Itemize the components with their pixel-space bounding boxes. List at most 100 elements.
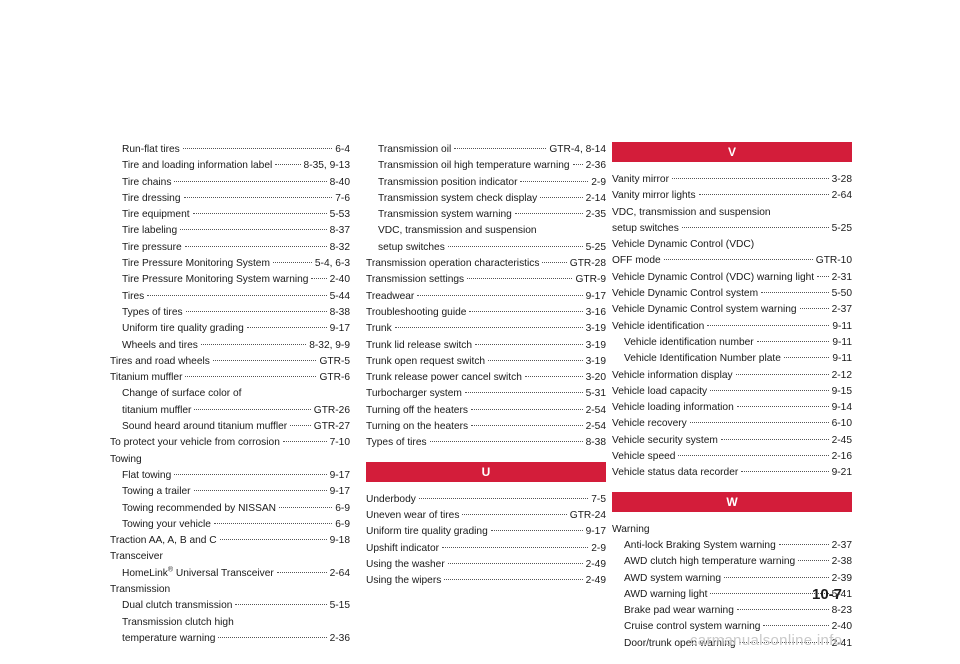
index-heading-line: Warning [612, 523, 650, 535]
index-entry-page: 6-9 [335, 502, 350, 514]
index-entry-page: 2-64 [831, 190, 852, 202]
dot-leader [454, 148, 547, 149]
dot-leader [279, 506, 333, 508]
index-entry: Vanity mirror 3-28 [612, 172, 852, 188]
dot-leader [218, 636, 327, 638]
dot-leader [572, 164, 583, 166]
index-entry: Cruise control system warning 2-40 [612, 619, 852, 635]
index-entry-label: Types of tires [122, 306, 183, 318]
index-entry: OFF mode GTR-10 [612, 253, 852, 269]
index-entry: setup switches 5-25 [366, 240, 606, 256]
index-entry-page: 6-9 [335, 518, 350, 530]
index-entry-page: 2-54 [585, 421, 606, 433]
index-entry-page: 2-36 [329, 632, 350, 644]
index-entry: Tire dressing 7-6 [110, 191, 350, 207]
dot-leader [462, 513, 567, 515]
index-entry-page: 2-9 [591, 542, 606, 554]
index-heading-line: Change of surface color of [122, 388, 242, 400]
dot-leader [212, 359, 317, 361]
dot-leader [488, 359, 583, 361]
index-entry-page: 8-38 [585, 437, 606, 449]
index-entry-label: AWD clutch high temperature warning [624, 556, 796, 568]
index-entry-page: 5-50 [831, 288, 852, 300]
dot-leader [418, 497, 589, 499]
index-entry-page: 8-23 [831, 605, 852, 617]
index-entry: Tire Pressure Monitoring System warning 2… [110, 272, 350, 288]
index-entry-page: 2-41 [831, 637, 852, 649]
index-entry-page: 9-17 [585, 290, 606, 302]
index-heading-line: Transmission clutch high [122, 616, 234, 628]
dot-leader [194, 408, 311, 410]
index-entry: Wheels and tires 8-32, 9-9 [110, 338, 350, 354]
index-entry-page: 8-38 [329, 306, 350, 318]
dot-leader [763, 625, 829, 627]
index-entry-label: Traction AA, A, B and C [110, 535, 217, 547]
index-heading-line: Vehicle Dynamic Control (VDC) [612, 239, 755, 251]
index-entry-page: 5-25 [585, 241, 606, 253]
index-heading-line: VDC, transmission and suspension [378, 225, 537, 237]
index-entry-label: Transmission system warning [378, 209, 512, 221]
index-entry: Tire pressure 8-32 [110, 240, 350, 256]
dot-leader [394, 327, 583, 329]
dot-leader [799, 308, 829, 310]
dot-leader [180, 229, 327, 231]
index-entry: temperature warning 2-36 [110, 631, 350, 647]
dot-leader [736, 609, 829, 611]
index-entry-page: GTR-27 [313, 421, 350, 433]
dot-leader [817, 275, 829, 277]
index-entry-label: Vehicle Identification Number plate [624, 353, 781, 365]
section-header-v: V [612, 142, 852, 162]
index-entry: Treadwear 9-17 [366, 289, 606, 305]
dot-leader [681, 226, 829, 228]
index-entry-page: 2-64 [329, 567, 350, 579]
dot-leader [184, 245, 327, 247]
dot-leader [756, 340, 830, 342]
section-header-w: W [612, 491, 852, 512]
dot-leader [311, 278, 327, 280]
index-entry-page: 5-15 [329, 600, 350, 612]
dot-leader [724, 576, 829, 578]
index-entry-label: Troubleshooting guide [366, 306, 467, 318]
index-entry-page: 9-17 [585, 526, 606, 538]
dot-leader [213, 522, 333, 524]
index-entry: Sound heard around titanium muffler GTR-2… [110, 419, 350, 435]
dot-leader [540, 196, 583, 198]
index-entry-label: Tire chains [122, 176, 172, 188]
index-entry-page: GTR-9 [575, 274, 606, 286]
dot-leader [778, 543, 829, 545]
dot-leader [447, 245, 583, 247]
index-column-1: Run-flat tires 6-4 Tire and loading inform… [110, 142, 350, 647]
index-entry-page: 2-9 [591, 176, 606, 188]
index-entry-label: OFF mode [612, 255, 661, 267]
index-entry-label: Vehicle security system [612, 434, 718, 446]
index-entry-label: Anti-lock Braking System warning [624, 539, 776, 551]
index-entry-label: temperature warning [122, 632, 216, 644]
index-entry: Upshift indicator 2-9 [366, 541, 606, 557]
index-entry: Tire Pressure Monitoring System 5-4, 6-3 [110, 256, 350, 272]
index-entry: Uniform tire quality grading 9-17 [110, 321, 350, 337]
index-entry-page: 9-21 [831, 467, 852, 479]
dot-leader [720, 438, 829, 440]
index-entry-label: setup switches [378, 241, 445, 253]
index-entry-label: Vehicle load capacity [612, 385, 708, 397]
index-entry-page: 5-31 [585, 388, 606, 400]
dot-leader [761, 292, 829, 294]
index-entry: Transmission system warning 2-35 [366, 207, 606, 223]
index-entry-label: Transmission oil high temperature warnin… [378, 160, 570, 172]
index-entry-page: 3-20 [585, 372, 606, 384]
index-entry: Troubleshooting guide 3-16 [366, 305, 606, 321]
index-entry-label: Vehicle Dynamic Control (VDC) warning li… [612, 271, 815, 283]
index-entry-label: Towing recommended by NISSAN [122, 502, 277, 514]
index-entry: Anti-lock Braking System warning 2-37 [612, 538, 852, 554]
index-entry-label: Vehicle status data recorder [612, 467, 739, 479]
index-entry-label: Tire equipment [122, 209, 190, 221]
index-entry-page: 8-40 [329, 176, 350, 188]
index-entry-label: Flat towing [122, 469, 172, 481]
index-column-3: V Vanity mirror 3-28 Vanity mirror lights 2-… [612, 142, 852, 652]
index-entry-page: 7-5 [591, 493, 606, 505]
index-entry: Vehicle load capacity 9-15 [612, 384, 852, 400]
index-entry-page: 8-32, 9-9 [309, 339, 350, 351]
index-entry: Vehicle status data recorder 9-21 [612, 465, 852, 481]
index-entry-label: Vehicle Dynamic Control system warning [612, 304, 797, 316]
index-entry: Uniform tire quality grading 9-17 [366, 524, 606, 540]
